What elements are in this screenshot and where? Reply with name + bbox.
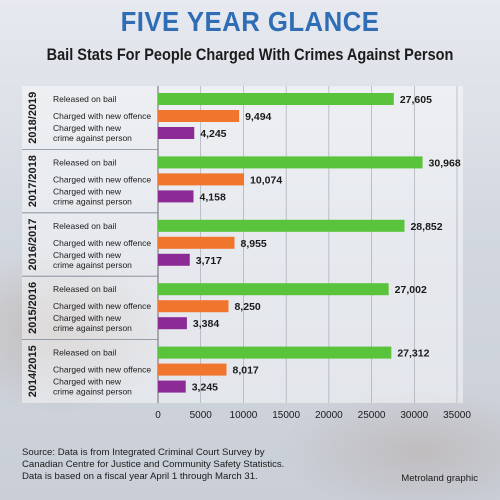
bar-value-label: 8,017 bbox=[232, 365, 258, 377]
bar bbox=[158, 346, 392, 359]
bar-category-label: Charged with new offence bbox=[53, 238, 151, 248]
bar-category-label: Released on bail bbox=[53, 221, 116, 231]
bar-category-label: Charged with new offence bbox=[53, 174, 151, 184]
bar bbox=[158, 173, 245, 186]
bar bbox=[158, 127, 195, 139]
bar-category-label: Released on bail bbox=[53, 157, 116, 167]
bar-category-label: crime against person bbox=[53, 323, 132, 333]
x-tick-label: 0 bbox=[155, 410, 161, 421]
bar-value-label: 27,002 bbox=[395, 284, 427, 296]
bar-value-label: 30,968 bbox=[429, 157, 461, 169]
bar-category-label: crime against person bbox=[53, 387, 132, 397]
x-tick-label: 5000 bbox=[190, 410, 213, 421]
bar bbox=[158, 156, 423, 169]
year-label: 2016/2017 bbox=[27, 219, 39, 271]
year-label: 2015/2016 bbox=[27, 282, 39, 334]
bar bbox=[158, 253, 190, 266]
bar-value-label: 28,852 bbox=[410, 221, 442, 233]
bar-category-label: Charged with new bbox=[53, 313, 122, 323]
bar bbox=[158, 110, 240, 122]
year-label: 2017/2018 bbox=[27, 155, 39, 207]
bar-category-label: Charged with new offence bbox=[53, 365, 151, 375]
bar-value-label: 3,384 bbox=[193, 318, 219, 330]
bar-value-label: 3,245 bbox=[192, 382, 218, 394]
bar bbox=[158, 317, 187, 330]
bar-category-label: Charged with new offence bbox=[53, 111, 151, 121]
year-label: 2018/2019 bbox=[27, 92, 39, 144]
bar-value-label: 4,245 bbox=[200, 128, 226, 140]
bar-value-label: 8,955 bbox=[241, 238, 267, 250]
bar-value-label: 27,312 bbox=[397, 348, 429, 360]
bar bbox=[158, 236, 235, 249]
x-tick-label: 15000 bbox=[272, 410, 300, 421]
bar-category-label: Charged with new offence bbox=[53, 301, 151, 311]
bar bbox=[158, 283, 389, 296]
year-label: 2014/2015 bbox=[27, 345, 39, 397]
source-note: Source: Data is from Integrated Criminal… bbox=[22, 447, 322, 483]
bar-value-label: 10,074 bbox=[250, 174, 282, 186]
bar-category-label: crime against person bbox=[53, 133, 132, 143]
bar-category-label: Released on bail bbox=[53, 94, 116, 104]
bar-value-label: 4,158 bbox=[200, 191, 226, 203]
bar bbox=[158, 363, 227, 376]
bar-value-label: 3,717 bbox=[196, 255, 222, 267]
bar-category-label: crime against person bbox=[53, 196, 132, 206]
chart-title: Bail Stats For People Charged With Crime… bbox=[46, 46, 454, 64]
bar-category-label: Charged with new bbox=[53, 250, 122, 260]
bar-category-label: Released on bail bbox=[53, 284, 116, 294]
bar bbox=[158, 93, 394, 105]
source-line-3: Data is based on a fiscal year April 1 t… bbox=[22, 471, 258, 482]
credit-line: Metroland graphic bbox=[401, 473, 478, 484]
bar-value-label: 27,605 bbox=[400, 94, 432, 106]
x-tick-label: 20000 bbox=[315, 410, 343, 421]
x-tick-label: 30000 bbox=[400, 410, 428, 421]
bar-category-label: Charged with new bbox=[53, 377, 122, 387]
bar bbox=[158, 219, 405, 232]
bar bbox=[158, 300, 229, 313]
bar-category-label: Charged with new bbox=[53, 186, 122, 196]
x-tick-label: 35000 bbox=[443, 410, 471, 421]
bar-value-label: 9,494 bbox=[245, 111, 271, 123]
x-tick-label: 25000 bbox=[358, 410, 386, 421]
headline: FIVE YEAR GLANCE bbox=[120, 6, 380, 37]
x-tick-label: 10000 bbox=[230, 410, 258, 421]
bar-value-label: 8,250 bbox=[234, 301, 260, 313]
bar bbox=[158, 380, 186, 393]
bar-category-label: Released on bail bbox=[53, 348, 116, 358]
source-line-1: Source: Data is from Integrated Criminal… bbox=[22, 447, 265, 458]
bar-category-label: Charged with new bbox=[53, 123, 122, 133]
source-line-2: Canadian Centre for Justice and Communit… bbox=[22, 459, 285, 470]
bar-category-label: crime against person bbox=[53, 260, 132, 270]
bar bbox=[158, 190, 194, 203]
